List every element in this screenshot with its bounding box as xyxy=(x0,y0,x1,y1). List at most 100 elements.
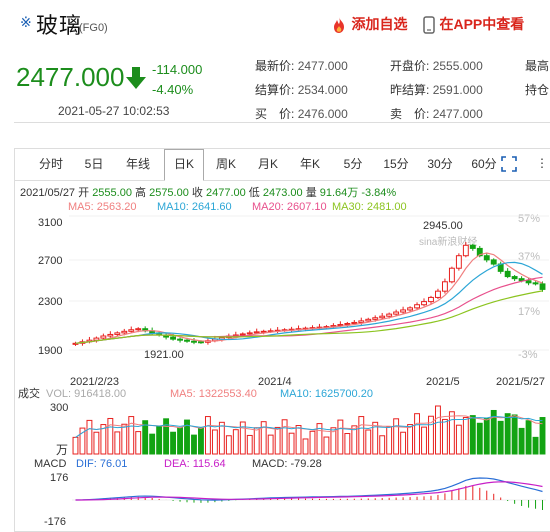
tab-15min[interactable]: 15分 xyxy=(383,157,409,171)
ma5-label: MA5: 2563.20 xyxy=(68,201,137,213)
candle-body xyxy=(379,315,386,319)
candle-body xyxy=(441,281,448,292)
field-open: 开盘价: 2555.000 xyxy=(390,59,483,73)
volume-bar xyxy=(337,419,344,455)
volume-bar xyxy=(372,421,379,455)
vol-value: VOL: 916418.00 xyxy=(46,388,126,400)
volume-bar xyxy=(462,417,469,455)
tab-daily-k[interactable]: 日K xyxy=(164,149,204,181)
volume-bar xyxy=(191,434,197,455)
volume-bar xyxy=(441,418,448,455)
candle-body xyxy=(448,267,455,283)
volume-label: 成交 xyxy=(18,386,40,400)
volume-bar xyxy=(107,417,114,455)
period-tabs: 分时 5日 年线 日K 周K 月K 年K 5分 15分 30分 60分 ⋮ xyxy=(14,149,550,181)
macd-label: MACD xyxy=(34,458,66,470)
candle-body xyxy=(170,336,177,340)
candle-body xyxy=(239,333,246,336)
candle-body xyxy=(469,244,476,249)
y-tick-2300: 2300 xyxy=(38,296,62,308)
x-tick-2021-5: 2021/5 xyxy=(426,376,460,388)
volume-bar xyxy=(490,409,497,455)
volume-bars xyxy=(72,405,546,455)
tab-5day[interactable]: 5日 xyxy=(84,157,104,171)
pct-tick-17: 17% xyxy=(518,306,540,318)
volume-bar xyxy=(170,431,177,455)
candle-body xyxy=(476,247,483,257)
candle-body xyxy=(455,255,462,269)
tab-fenshi[interactable]: 分时 xyxy=(38,157,63,171)
volume-bar xyxy=(177,427,183,455)
volume-bar xyxy=(288,432,295,455)
candle-body xyxy=(462,244,469,257)
tab-monthly-k[interactable]: 月K xyxy=(257,157,278,171)
y-tick-3100: 3100 xyxy=(38,217,62,229)
volume-bar xyxy=(204,416,211,455)
ma20-label: MA20: 2607.10 xyxy=(252,201,327,213)
volume-bar xyxy=(114,431,121,455)
tab-30min[interactable]: 30分 xyxy=(427,157,453,171)
volume-bar xyxy=(511,414,518,455)
candle-body xyxy=(93,337,100,341)
volume-bar xyxy=(163,418,170,455)
volume-bar xyxy=(135,431,142,455)
field-ask: 卖 价: 2477.000 xyxy=(390,107,483,121)
volume-bar xyxy=(407,424,414,455)
candlestick-series xyxy=(72,242,546,346)
volume-bar xyxy=(400,431,407,455)
volume-bar xyxy=(379,435,386,455)
volume-bar xyxy=(518,427,525,455)
volume-bar xyxy=(232,429,239,455)
kline-chart[interactable]: 3100 2700 2300 1900 57% 37% 17% -3% sina… xyxy=(14,210,550,530)
vol-ma5: MA5: 1322553.40 xyxy=(170,388,257,400)
volume-bar xyxy=(525,420,532,455)
app-view-button[interactable]: 在APP中查看 xyxy=(423,14,524,34)
tab-60min[interactable]: 60分 xyxy=(471,157,497,171)
volume-bar xyxy=(302,438,309,455)
ma10-label: MA10: 2641.60 xyxy=(157,201,232,213)
macd-dea: DEA: 115.64 xyxy=(164,458,226,470)
x-tick-2021-4: 2021/4 xyxy=(258,376,292,388)
candle-body xyxy=(128,329,135,332)
candle-body xyxy=(393,311,400,315)
candle-body xyxy=(72,342,79,345)
volume-bar xyxy=(121,423,128,455)
volume-bar xyxy=(142,420,149,455)
price-change-pct: -4.40% xyxy=(152,82,194,97)
candle-body xyxy=(344,323,351,326)
field-high: 最高 xyxy=(525,59,550,73)
add-watchlist-label: 添加自选 xyxy=(351,16,408,32)
vol-tick-300: 300 xyxy=(50,402,68,414)
macd-tick-176: 176 xyxy=(50,472,68,484)
volume-bar xyxy=(358,416,365,455)
tab-5min[interactable]: 5分 xyxy=(343,157,363,171)
volume-bar xyxy=(330,427,337,455)
volume-bar xyxy=(246,434,253,455)
ma5-line xyxy=(75,252,543,344)
volume-bar xyxy=(428,415,434,455)
tab-yearly-k[interactable]: 年K xyxy=(299,157,320,171)
volume-bar xyxy=(218,421,225,455)
candle-body xyxy=(100,335,107,339)
candle-body xyxy=(121,330,128,334)
title-mark: ※ xyxy=(20,14,32,30)
candle-body xyxy=(114,332,121,335)
symbol-code: (FG0) xyxy=(79,22,108,34)
volume-bar xyxy=(365,429,372,455)
volume-bar xyxy=(72,436,79,455)
candle-body xyxy=(407,307,414,311)
ma30-label: MA30: 2481.00 xyxy=(332,201,407,213)
more-icon[interactable]: ⋮ xyxy=(536,156,548,170)
candle-body xyxy=(490,259,497,265)
x-tick-2021-2-23: 2021/2/23 xyxy=(70,376,119,388)
tab-yearline[interactable]: 年线 xyxy=(125,157,150,171)
fire-icon xyxy=(334,16,344,33)
candle-body xyxy=(483,255,490,261)
macd-tick-neg176: -176 xyxy=(44,516,66,528)
fullscreen-icon[interactable] xyxy=(501,156,517,172)
candle-body xyxy=(337,324,344,327)
volume-bar xyxy=(448,411,455,455)
add-watchlist-button[interactable]: 添加自选 xyxy=(331,14,407,34)
candle-body xyxy=(372,317,379,320)
tab-weekly-k[interactable]: 周K xyxy=(215,157,236,171)
